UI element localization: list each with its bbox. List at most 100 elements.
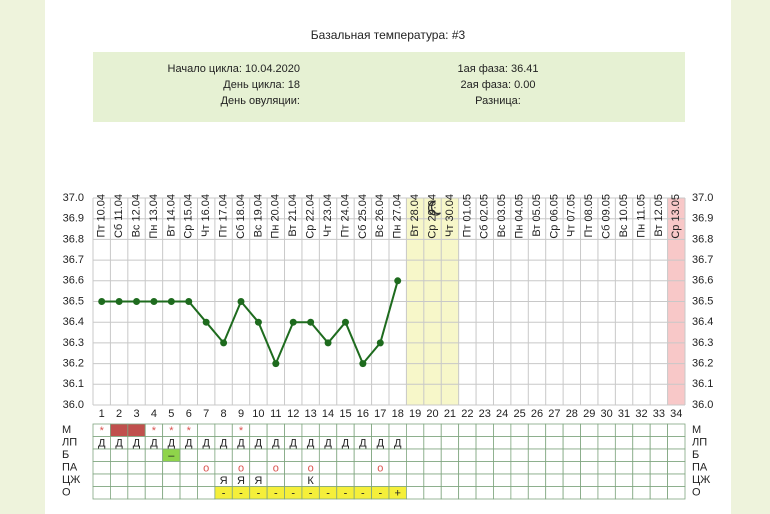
table-cell [371,473,390,487]
x-day-label: 3 [133,408,139,420]
table-cell [423,473,442,487]
table-cell [493,473,512,487]
table-cell [510,423,529,437]
table-cell [545,461,564,475]
x-day-label: 9 [238,408,244,420]
row-label: О [692,487,701,499]
table-cell [231,448,251,462]
table-cell [110,423,129,437]
x-date-label: Пт 08.05 [583,194,595,238]
cell-text: Д [133,438,141,450]
x-date-label: Вс 12.04 [130,194,142,237]
table-cell [545,436,564,450]
y-tick-label: 36.1 [63,378,84,390]
table-cell [527,473,547,487]
x-day-label: 21 [444,408,456,420]
x-day-label: 19 [409,408,421,420]
table-cell [249,448,268,462]
table-cell [284,423,303,437]
temperature-point [220,339,228,347]
x-date-label: Сб 25.04 [357,194,369,239]
x-day-label: 24 [496,408,508,420]
table-cell [127,486,146,500]
x-date-label: Чт 16.04 [200,194,212,237]
cell-text: Д [272,438,280,450]
x-day-label: 16 [357,408,369,420]
x-day-label: 32 [635,408,647,420]
x-date-label: Вт 21.04 [287,194,299,237]
table-cell [214,448,233,462]
temperature-point [167,298,175,305]
cell-text: о [273,463,279,475]
x-date-label: Ср 29.04 [426,194,438,239]
table-cell [493,436,512,450]
x-day-label: 7 [203,408,209,420]
table-cell [632,448,651,462]
table-cell [545,448,564,462]
table-cell [580,486,599,500]
table-cell [649,473,668,487]
table-cell [406,461,425,475]
x-date-label: Ср 13.05 [670,194,682,239]
table-cell [179,473,198,487]
y-tick-label: 36.2 [692,358,713,370]
table-cell [440,473,460,487]
table-cell [649,461,668,475]
table-cell [249,461,268,475]
x-date-label: Сб 11.04 [113,194,125,238]
cell-text: Д [324,438,332,450]
table-cell [110,486,129,500]
x-day-label: 29 [583,408,595,420]
cell-text: Д [185,438,193,450]
table-cell [632,461,651,475]
table-cell [527,486,547,500]
table-cell [632,486,651,500]
table-cell [179,461,198,475]
table-cell [162,473,181,487]
table-cell [127,423,146,437]
x-day-label: 20 [426,408,438,420]
y-tick-label: 36.8 [63,233,84,245]
table-cell [406,448,425,462]
row-label: М [62,424,71,436]
cell-text: Д [98,438,106,450]
row-label: ПА [62,462,78,474]
x-day-label: 15 [339,408,351,420]
x-date-label: Пт 01.05 [461,194,473,238]
info-left: День овуляции: [221,95,300,107]
table-cell [597,436,616,450]
cell-text: Д [307,438,315,450]
table-cell [458,448,477,462]
table-cell [614,486,634,500]
temperature-point [341,318,349,326]
row-label: ЦЖ [692,474,710,486]
temperature-point [133,298,141,305]
cell-text: Я [237,475,245,487]
x-day-label: 30 [601,408,613,420]
table-cell [144,461,164,475]
x-date-label: Чт 23.04 [322,194,334,237]
table-cell [562,486,581,500]
x-day-label: 17 [374,408,386,420]
y-tick-label: 36.3 [63,337,84,349]
cell-text: * [152,425,157,437]
cell-text: - [291,488,295,500]
table-cell [440,423,460,437]
x-date-label: Вт 28.04 [409,194,421,237]
table-cell [406,473,425,487]
row-label: ЦЖ [62,474,80,486]
cell-text: Д [290,438,298,450]
temperature-point [237,298,245,305]
table-cell [667,461,686,475]
x-date-label: Вс 10.05 [618,194,630,237]
y-tick-label: 36.8 [692,233,713,245]
table-cell [423,486,442,500]
x-date-label: Пн 04.05 [513,194,525,239]
temperature-point [394,277,402,285]
table-cell [353,448,372,462]
table-cell [562,448,581,462]
y-tick-label: 36.3 [692,337,713,349]
table-cell [440,461,460,475]
